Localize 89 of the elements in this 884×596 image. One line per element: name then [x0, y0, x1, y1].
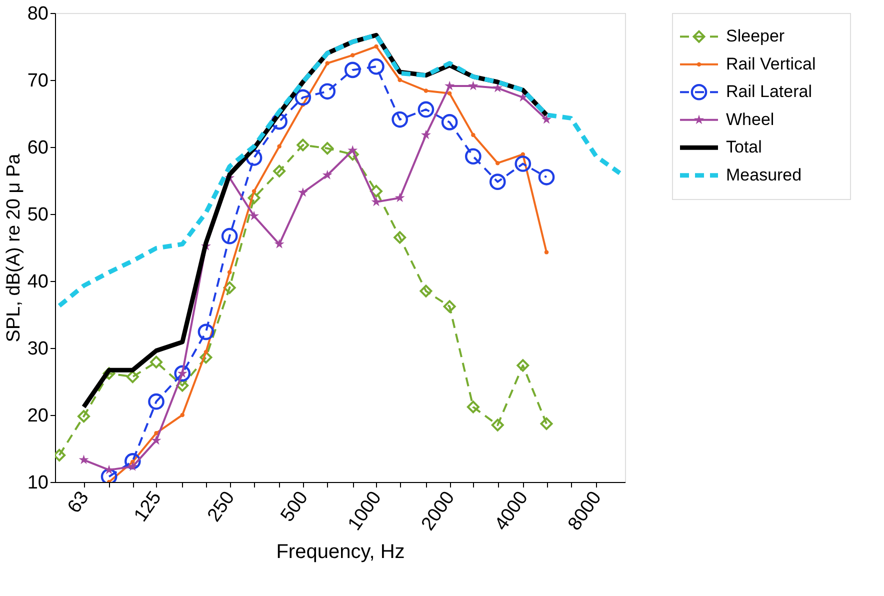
point	[100, 468, 118, 482]
point	[176, 379, 189, 392]
point	[298, 187, 308, 197]
point	[368, 58, 384, 75]
point	[78, 410, 90, 423]
point	[516, 359, 530, 372]
point	[441, 114, 458, 130]
point	[542, 114, 552, 124]
point	[271, 113, 288, 130]
point	[221, 228, 238, 244]
legend-label: Wheel	[726, 110, 774, 129]
y-tick-label: 70	[27, 70, 48, 92]
point	[249, 210, 260, 220]
y-tick-label: 50	[27, 204, 48, 226]
point	[374, 44, 378, 49]
point	[102, 367, 116, 380]
point	[198, 324, 214, 340]
point	[350, 53, 355, 58]
point	[252, 189, 256, 194]
point	[491, 418, 504, 432]
y-axis-title: SPL, dB(A) re 20 μ Pa	[3, 153, 24, 342]
y-tick-label: 40	[27, 272, 48, 292]
point	[325, 61, 330, 66]
x-tick-label: 63	[64, 488, 94, 518]
point	[348, 145, 358, 155]
point	[420, 130, 431, 140]
point	[465, 148, 482, 165]
point	[392, 111, 408, 128]
point	[540, 417, 553, 430]
legend-label: Sleeper	[726, 26, 785, 46]
point	[471, 132, 476, 138]
point	[154, 430, 158, 436]
point	[223, 281, 236, 294]
point	[492, 82, 503, 92]
point	[447, 91, 452, 96]
point	[371, 196, 382, 206]
point	[104, 464, 114, 474]
point	[514, 156, 532, 172]
y-tick-label: 80	[27, 4, 48, 24]
point	[444, 80, 455, 90]
point	[321, 142, 334, 155]
point	[322, 170, 332, 180]
legend-label: Measured	[726, 165, 802, 184]
point	[296, 138, 310, 152]
x-tick-label: 125	[130, 488, 166, 526]
point	[319, 83, 336, 100]
point	[394, 231, 406, 244]
point	[151, 435, 162, 445]
point	[277, 144, 282, 148]
y-tick-label: 60	[27, 138, 48, 158]
point	[346, 148, 359, 161]
point	[200, 351, 212, 364]
y-tick-label: 20	[27, 406, 48, 426]
point	[273, 164, 286, 178]
point	[126, 370, 139, 384]
point	[544, 250, 549, 254]
point	[180, 412, 184, 418]
x-tick-label: 500	[277, 488, 312, 526]
point	[274, 238, 284, 248]
line-series	[57, 32, 622, 308]
y-tick-label: 30	[27, 338, 48, 360]
point	[466, 400, 480, 414]
legend-label: Rail Vertical	[726, 54, 816, 74]
x-axis-title: Frequency, Hz	[276, 540, 405, 563]
point	[443, 300, 456, 313]
point	[398, 78, 402, 82]
point	[248, 192, 260, 204]
point	[227, 270, 232, 274]
point	[489, 174, 506, 190]
point	[418, 101, 434, 118]
point	[204, 350, 208, 354]
legend-label: Total	[726, 138, 762, 157]
point	[78, 454, 89, 464]
point	[394, 192, 405, 202]
point	[150, 356, 162, 368]
legend-label: Rail Lateral	[726, 82, 812, 102]
point	[174, 365, 191, 382]
point	[496, 160, 500, 166]
point	[468, 80, 478, 90]
x-tick-label: 250	[204, 488, 240, 526]
point	[344, 62, 361, 78]
point	[294, 89, 312, 106]
point	[124, 453, 141, 470]
point	[424, 88, 428, 93]
y-tick-label: 10	[27, 472, 48, 494]
point	[420, 284, 432, 298]
point	[370, 184, 382, 198]
point	[148, 393, 164, 410]
point	[538, 168, 555, 186]
